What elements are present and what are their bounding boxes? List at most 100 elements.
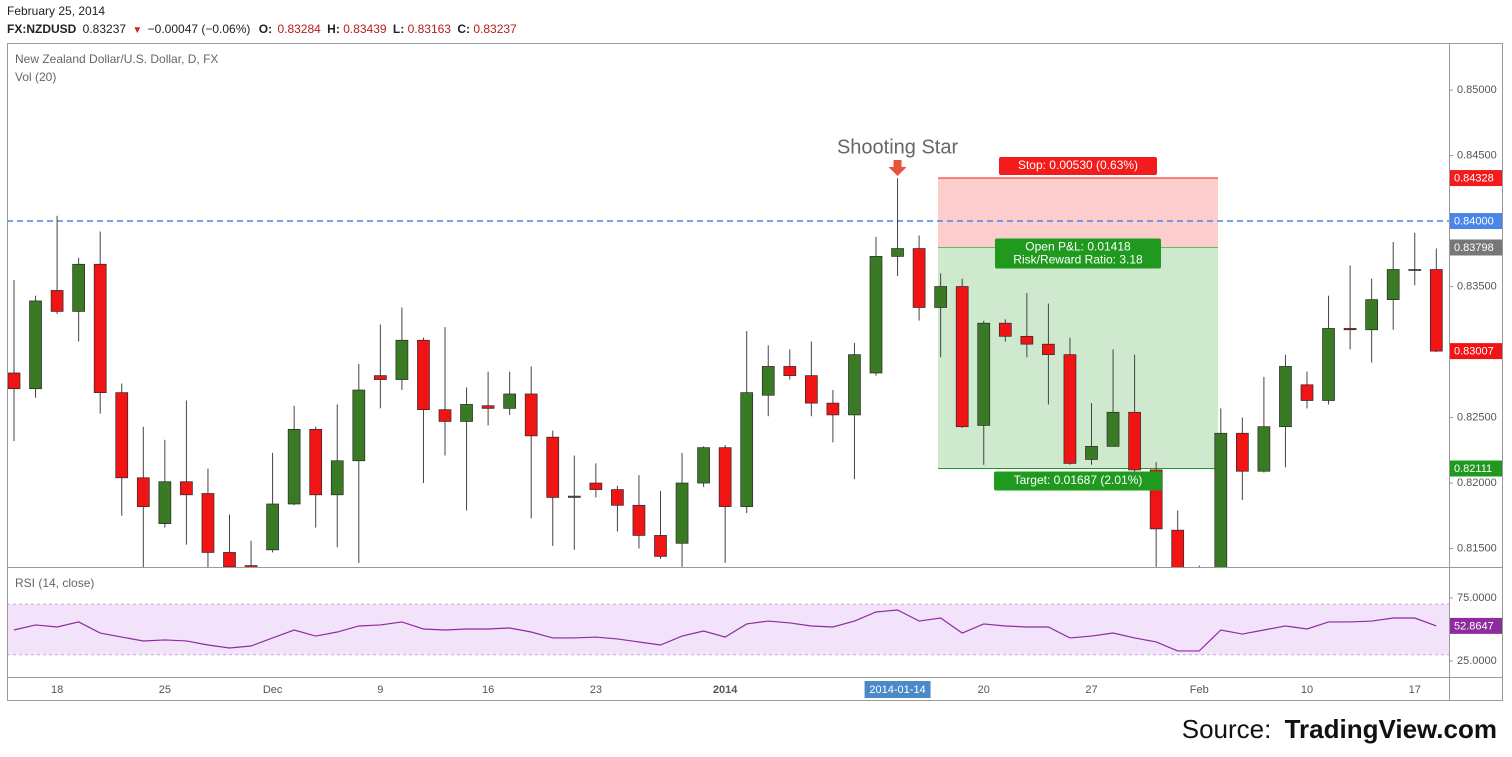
candle-body <box>417 339 430 411</box>
x-tick-label: 9 <box>377 684 383 696</box>
candle-body <box>524 393 538 437</box>
candle-body <box>1386 269 1400 300</box>
ohlc-value: 0.83237 <box>473 22 517 36</box>
frame <box>7 43 1503 701</box>
candle-body <box>934 286 948 308</box>
candle-body <box>1020 335 1034 345</box>
price-marker: 0.83007 <box>1454 346 1494 358</box>
candle-body <box>1408 269 1422 271</box>
candle-body <box>869 256 883 374</box>
candle-body <box>50 290 64 312</box>
last-price: 0.83237 <box>83 22 127 36</box>
y-tick-label: 75.0000 <box>1457 592 1497 604</box>
price-marker: 0.82111 <box>1454 463 1492 475</box>
pane-title: New Zealand Dollar/U.S. Dollar, D, FX <box>15 52 218 66</box>
y-tick-label: 0.83500 <box>1457 280 1497 292</box>
candle-body <box>503 393 516 409</box>
source: Source: TradingView.com <box>1182 714 1497 744</box>
annotation-arrow <box>888 160 907 177</box>
pnl-label: Open P&L: 0.01418 <box>1025 240 1131 254</box>
source-prefix: Source: <box>1182 714 1272 744</box>
candle-body <box>460 404 473 422</box>
ohlc-value: 0.83439 <box>343 22 387 36</box>
price-marker-bg <box>1450 343 1502 360</box>
candle-body <box>72 263 86 312</box>
candle-body <box>826 402 840 416</box>
price-marker: 0.84328 <box>1454 172 1494 184</box>
candle-body <box>546 436 560 498</box>
stop-label: Stop: 0.00530 (0.63%) <box>1018 158 1138 172</box>
price-marker-bg <box>1450 170 1502 187</box>
candle-body <box>783 366 797 376</box>
pnl-label-bg <box>995 238 1161 269</box>
candle-body <box>136 477 150 507</box>
candle-body <box>1214 432 1228 567</box>
candle-body <box>912 248 926 308</box>
candle-body <box>330 460 344 496</box>
pane-title: RSI (14, close) <box>15 576 94 590</box>
x-tick-label: 2014-01-14 <box>869 684 925 696</box>
price-marker-bg <box>1450 239 1502 256</box>
candle-body <box>804 375 818 404</box>
annotation: Shooting Star <box>837 136 959 158</box>
candle-body <box>29 300 42 390</box>
crosshair-label-bg <box>864 681 931 698</box>
candle-body <box>158 481 172 524</box>
candle-body <box>761 366 775 396</box>
candle-body <box>1063 354 1077 464</box>
candle-body <box>180 481 193 496</box>
rsi-line <box>13 609 1437 652</box>
candle-body <box>223 552 236 567</box>
candle-body <box>848 354 861 416</box>
price-marker: 52.8647 <box>1454 620 1494 632</box>
candle-body <box>352 389 366 462</box>
candle-body <box>1257 426 1271 472</box>
x-tick-label: 27 <box>1085 684 1097 696</box>
candle-body <box>266 503 279 551</box>
candle-body <box>740 392 754 507</box>
candle-body <box>395 339 409 380</box>
candle-body <box>654 535 667 557</box>
price-marker: 0.83798 <box>1454 242 1494 254</box>
candle-body <box>1322 328 1335 401</box>
change: −0.00047 (−0.06%) <box>148 22 251 36</box>
overlays: New Zealand Dollar/U.S. Dollar, D, FX Vol… <box>15 52 1162 590</box>
header-date: February 25, 2014 <box>7 4 105 18</box>
candle-body <box>1235 432 1249 472</box>
source-name: TradingView.com <box>1285 714 1497 744</box>
change-arrow: ▼ <box>132 25 142 36</box>
x-tick-label: Feb <box>1190 684 1209 696</box>
candle-body <box>1300 384 1314 401</box>
candle-body <box>1365 299 1379 331</box>
ohlc-value: 0.83284 <box>277 22 321 36</box>
x-tick-label: 17 <box>1409 684 1421 696</box>
x-tick-label: 23 <box>590 684 602 696</box>
y-tick-label: 0.85000 <box>1457 84 1497 96</box>
candle-body <box>7 372 21 390</box>
target-label-bg <box>994 471 1162 491</box>
x-tick-label: Dec <box>263 684 283 696</box>
rr-label: Risk/Reward Ratio: 3.18 <box>1013 253 1143 267</box>
ohlc-label: C: <box>457 22 470 36</box>
y-tick-label: 0.84500 <box>1457 149 1497 161</box>
x-tick-label: 18 <box>51 684 63 696</box>
x-tick-label: 16 <box>482 684 494 696</box>
price-marker-bg <box>1450 213 1502 230</box>
candle-body <box>718 447 732 507</box>
x-tick-label: 20 <box>978 684 990 696</box>
ohlc-label: O: <box>259 22 272 36</box>
x-tick-label: 25 <box>159 684 171 696</box>
candle-body <box>1279 366 1292 428</box>
stop-zone <box>938 178 1218 248</box>
candle-body <box>632 504 646 536</box>
candle-body <box>675 482 689 544</box>
candle-body <box>115 392 129 479</box>
candle-body <box>1106 411 1120 447</box>
candle-body <box>1429 269 1443 352</box>
candle-body <box>977 322 991 426</box>
x-tick-label: 2014 <box>713 684 738 696</box>
ohlc-label: H: <box>327 22 340 36</box>
y-tick-label: 0.82000 <box>1457 477 1497 489</box>
